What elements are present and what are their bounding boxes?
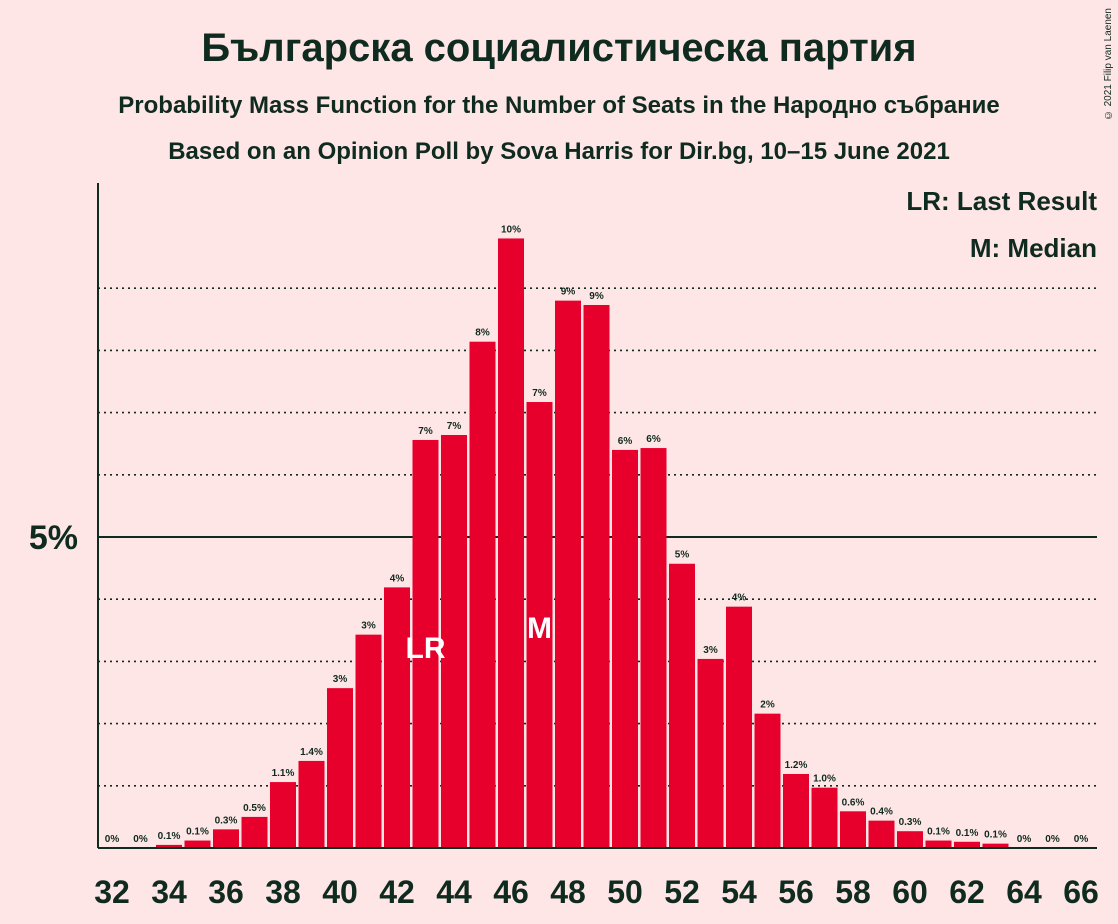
bar [469, 341, 496, 848]
data-label: 9% [561, 287, 576, 298]
data-label: 9% [589, 291, 604, 302]
x-tick-label: 62 [949, 874, 985, 910]
bar [241, 816, 268, 848]
bar [754, 713, 781, 848]
data-label: 6% [646, 434, 661, 445]
data-label: 8% [475, 328, 490, 339]
x-tick-labels: 32 34 36 38 40 42 44 46 48 50 52 54 56 58 60 62 64 66 [94, 874, 1099, 910]
axes: 5% [29, 183, 1097, 849]
x-tick-label: 34 [151, 874, 187, 910]
data-label: 0% [105, 834, 120, 845]
data-label: 3% [333, 674, 348, 685]
data-label: 7% [532, 388, 547, 399]
x-tick-label: 44 [436, 874, 472, 910]
bar [156, 844, 182, 848]
bar [982, 843, 1009, 848]
bar [612, 449, 638, 848]
data-label: 4% [390, 573, 405, 584]
bar [640, 448, 667, 848]
data-label: 0.1% [956, 828, 979, 839]
data-labels: 0% 0% 0.1% 0.1% 0.3% 0.5% 1.1% 1.4% 3% 3% 4% 7% 7% 8%… [105, 224, 1089, 845]
data-label: 3% [361, 621, 376, 632]
chart-title: Българска социалистическа партия [201, 26, 917, 70]
data-label: 1.2% [785, 760, 808, 771]
x-tick-label: 32 [94, 874, 130, 910]
data-label: 1.1% [272, 768, 295, 779]
data-label: 0.4% [870, 807, 893, 818]
bar [868, 820, 895, 848]
x-tick-label: 58 [835, 874, 871, 910]
data-label: 0.6% [842, 797, 865, 808]
x-tick-label: 38 [265, 874, 301, 910]
bar [270, 782, 296, 848]
data-label: 0.1% [186, 827, 209, 838]
data-label: 0.1% [927, 827, 950, 838]
data-label: 7% [447, 421, 462, 432]
median-marker: M [527, 612, 552, 645]
data-label: 0.3% [899, 817, 922, 828]
y-tick-label: 5% [29, 519, 78, 557]
bar [384, 587, 410, 848]
bar [213, 829, 239, 848]
bar [783, 773, 809, 848]
bar [498, 238, 524, 848]
bars [156, 238, 1009, 848]
data-label: 10% [501, 224, 521, 235]
data-label: 0% [133, 834, 148, 845]
data-label: 5% [675, 550, 690, 561]
data-label: 2% [760, 700, 775, 711]
bar [355, 634, 382, 848]
data-label: 0.1% [984, 830, 1007, 841]
legend-last-result: LR: Last Result [906, 186, 1097, 216]
x-tick-label: 54 [721, 874, 757, 910]
x-tick-label: 56 [778, 874, 814, 910]
bar [441, 434, 467, 848]
chart-subtitle: Probability Mass Function for the Number… [118, 92, 1000, 119]
markers: LR M [406, 612, 553, 665]
chart-source: Based on an Opinion Poll by Sova Harris … [168, 138, 950, 165]
x-tick-label: 50 [607, 874, 643, 910]
x-tick-label: 66 [1063, 874, 1099, 910]
data-label: 6% [618, 436, 633, 447]
data-label: 0.1% [158, 831, 181, 842]
bar [327, 688, 353, 848]
x-tick-label: 46 [493, 874, 529, 910]
bar [555, 300, 581, 848]
data-label: 0.5% [243, 803, 266, 814]
data-label: 0% [1045, 834, 1060, 845]
bar [184, 840, 211, 848]
last-result-marker: LR [406, 632, 446, 665]
x-tick-label: 40 [322, 874, 358, 910]
data-label: 1.4% [300, 747, 323, 758]
bar [298, 760, 325, 848]
data-label: 3% [703, 645, 718, 656]
x-tick-label: 64 [1006, 874, 1042, 910]
bar [811, 787, 838, 848]
x-tick-label: 48 [550, 874, 586, 910]
x-tick-label: 52 [664, 874, 700, 910]
data-label: 0.3% [215, 815, 238, 826]
bar [412, 439, 439, 848]
bar [840, 811, 866, 848]
x-tick-label: 42 [379, 874, 415, 910]
bar [583, 304, 610, 848]
bar [669, 563, 695, 848]
bar [526, 402, 553, 848]
bar [697, 658, 724, 848]
bar [954, 841, 980, 848]
x-tick-label: 36 [208, 874, 244, 910]
bar [897, 831, 923, 848]
legend: LR: Last Result M: Median [906, 186, 1097, 263]
x-tick-label: 60 [892, 874, 928, 910]
legend-median: M: Median [970, 233, 1097, 263]
data-label: 7% [418, 426, 433, 437]
data-label: 1.0% [813, 774, 836, 785]
data-label: 0% [1017, 834, 1032, 845]
bar [925, 840, 952, 848]
data-label: 4% [732, 593, 747, 604]
bar [726, 606, 752, 848]
data-label: 0% [1074, 834, 1089, 845]
